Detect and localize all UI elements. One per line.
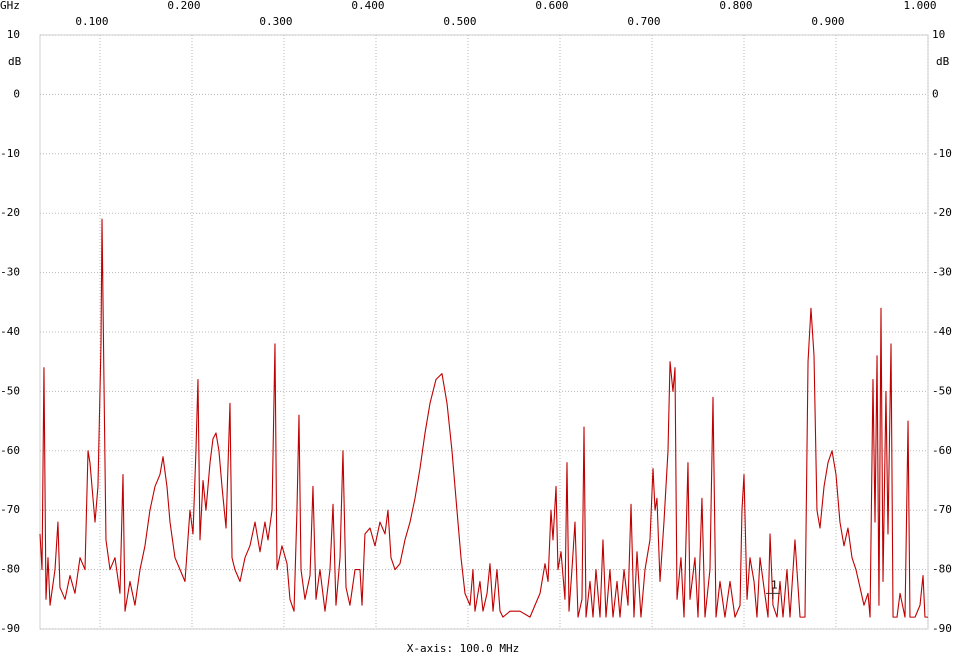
y-tick-label-left: -30 (0, 266, 20, 279)
y-unit-left: dB (8, 55, 22, 68)
y-tick-label-right: -40 (932, 325, 952, 338)
y-tick-label-right: -20 (932, 206, 952, 219)
x-tick-label: 0.700 (627, 15, 660, 28)
y-tick-label-left: 10 (7, 28, 20, 41)
y-unit-right: dB (936, 55, 950, 68)
x-tick-label: 0.400 (351, 0, 384, 12)
y-tick-label-left: -50 (0, 384, 20, 397)
y-tick-label-left: -70 (0, 503, 20, 516)
marker-symbol (765, 587, 780, 600)
y-tick-label-right: -50 (932, 384, 952, 397)
y-tick-label-right: 10 (932, 28, 945, 41)
marker-label: 1 (771, 578, 778, 591)
y-tick-label-right: -60 (932, 444, 952, 457)
y-tick-label-right: -10 (932, 147, 952, 160)
spectrum-trace (39, 218, 928, 618)
y-tick-label-right: -30 (932, 266, 952, 279)
x-tick-label: 1.000 (903, 0, 936, 12)
x-tick-label: 0.800 (719, 0, 752, 12)
y-tick-label-left: 0 (13, 87, 20, 100)
y-tick-label-right: -70 (932, 503, 952, 516)
y-tick-label-left: -40 (0, 325, 20, 338)
x-tick-label: 0.500 (443, 15, 476, 28)
y-tick-label-left: -90 (0, 622, 20, 635)
x-unit: GHz (0, 0, 20, 12)
x-tick-label: 0.200 (167, 0, 200, 12)
x-axis-label: X-axis: 100.0 MHz (407, 642, 520, 655)
y-tick-label-left: -80 (0, 563, 20, 576)
y-tick-label-right: -80 (932, 563, 952, 576)
y-tick-label-left: -10 (0, 147, 20, 160)
y-tick-label-left: -60 (0, 444, 20, 457)
y-tick-label-right: -90 (932, 622, 952, 635)
x-tick-label: 0.300 (259, 15, 292, 28)
y-tick-label-right: 0 (932, 87, 939, 100)
x-tick-label: 0.600 (535, 0, 568, 12)
x-tick-label: 0.900 (811, 15, 844, 28)
x-tick-label: 0.100 (75, 15, 108, 28)
y-tick-label-left: -20 (0, 206, 20, 219)
